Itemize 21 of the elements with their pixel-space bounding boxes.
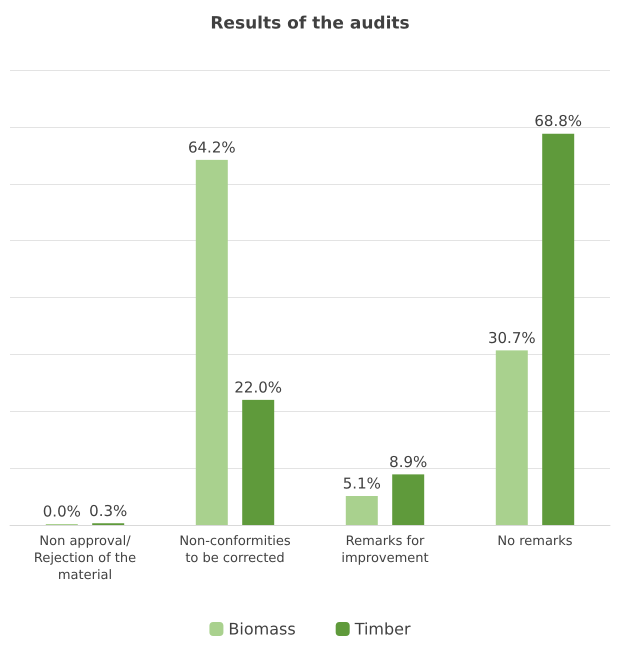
x-tick-label: Remarks for improvement — [341, 534, 429, 566]
legend-label: Biomass — [228, 620, 296, 638]
data-label: 22.0% — [234, 378, 282, 396]
bar — [542, 134, 574, 525]
data-label: 30.7% — [488, 328, 536, 347]
bar — [392, 474, 424, 525]
data-label: 0.3% — [89, 502, 128, 520]
legend-label: Timber — [354, 620, 412, 638]
bar — [242, 400, 274, 525]
bar — [196, 160, 228, 525]
data-label: 0.0% — [42, 502, 81, 520]
bar — [346, 496, 378, 525]
data-label: 68.8% — [534, 112, 582, 130]
x-tick-label: Non approval/ Rejection of the material — [34, 534, 136, 583]
data-label: 5.1% — [342, 474, 381, 492]
chart-title: Results of the audits — [210, 14, 410, 34]
x-tick-label: Non-conformities to be corrected — [179, 534, 291, 566]
data-label: 8.9% — [389, 452, 428, 471]
x-tick-label: No remarks — [497, 534, 573, 549]
bar — [496, 350, 528, 525]
data-label: 64.2% — [188, 138, 236, 156]
